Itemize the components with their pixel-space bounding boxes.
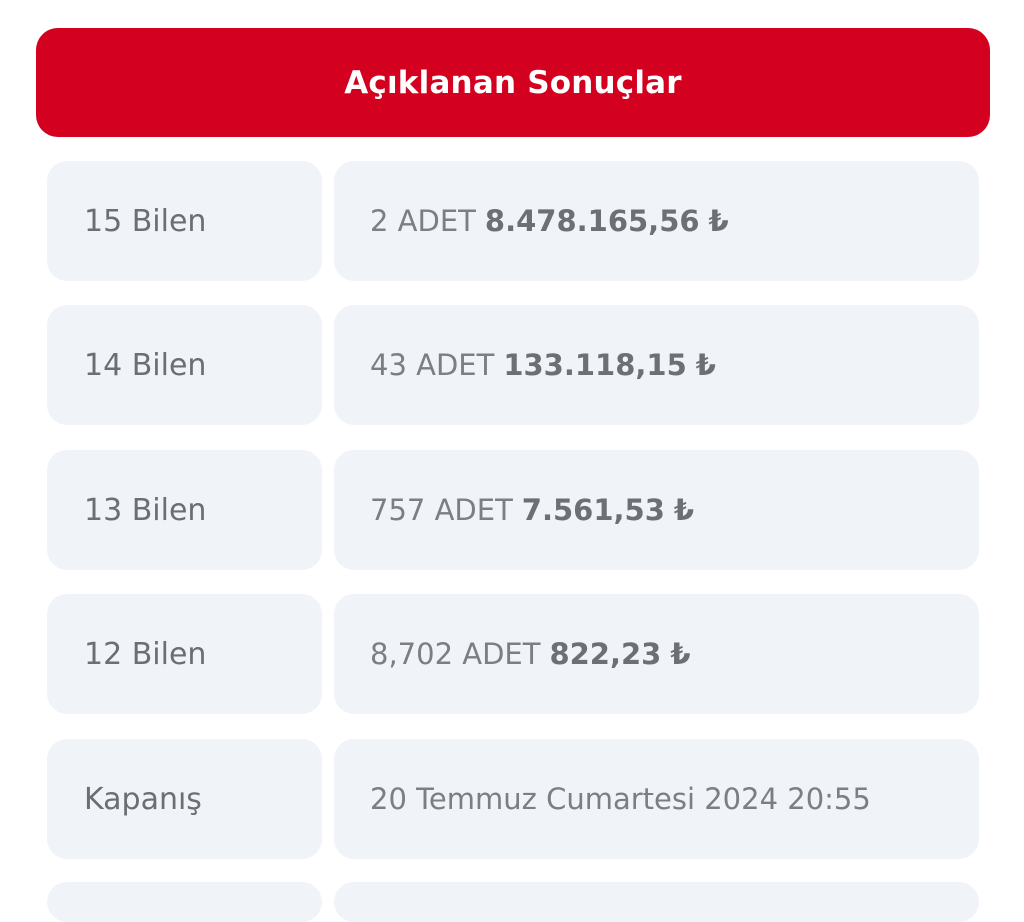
result-row-14: 14 Bilen 43 ADET 133.118,15 ₺ bbox=[47, 305, 979, 425]
result-label: 13 Bilen bbox=[47, 450, 322, 570]
winner-count: 43 ADET bbox=[370, 348, 495, 382]
closing-label: Kapanış bbox=[47, 739, 322, 859]
result-row-13: 13 Bilen 757 ADET 7.561,53 ₺ bbox=[47, 450, 979, 570]
prize-amount: 822,23 bbox=[549, 637, 662, 671]
prize-amount: 133.118,15 bbox=[503, 348, 687, 382]
header-title: Açıklanan Sonuçlar bbox=[344, 64, 682, 101]
lira-icon: ₺ bbox=[670, 637, 691, 671]
partial-cell bbox=[47, 882, 322, 922]
closing-row: Kapanış 20 Temmuz Cumartesi 2024 20:55 bbox=[47, 739, 979, 859]
next-row-partial bbox=[47, 882, 979, 922]
closing-value: 20 Temmuz Cumartesi 2024 20:55 bbox=[334, 739, 979, 859]
result-value: 2 ADET 8.478.165,56 ₺ bbox=[334, 161, 979, 281]
lira-icon: ₺ bbox=[708, 204, 729, 238]
results-header: Açıklanan Sonuçlar bbox=[36, 28, 990, 137]
result-label: 12 Bilen bbox=[47, 594, 322, 714]
result-value: 8,702 ADET 822,23 ₺ bbox=[334, 594, 979, 714]
winner-count: 757 ADET bbox=[370, 493, 513, 527]
result-label: 14 Bilen bbox=[47, 305, 322, 425]
lira-icon: ₺ bbox=[695, 348, 716, 382]
result-label: 15 Bilen bbox=[47, 161, 322, 281]
result-value: 757 ADET 7.561,53 ₺ bbox=[334, 450, 979, 570]
prize-amount: 8.478.165,56 bbox=[484, 204, 700, 238]
result-value: 43 ADET 133.118,15 ₺ bbox=[334, 305, 979, 425]
result-row-15: 15 Bilen 2 ADET 8.478.165,56 ₺ bbox=[47, 161, 979, 281]
lira-icon: ₺ bbox=[673, 493, 695, 527]
prize-amount: 7.561,53 bbox=[521, 493, 665, 527]
result-row-12: 12 Bilen 8,702 ADET 822,23 ₺ bbox=[47, 594, 979, 714]
winner-count: 8,702 ADET bbox=[370, 637, 541, 671]
winner-count: 2 ADET bbox=[370, 204, 476, 238]
partial-cell bbox=[334, 882, 979, 922]
